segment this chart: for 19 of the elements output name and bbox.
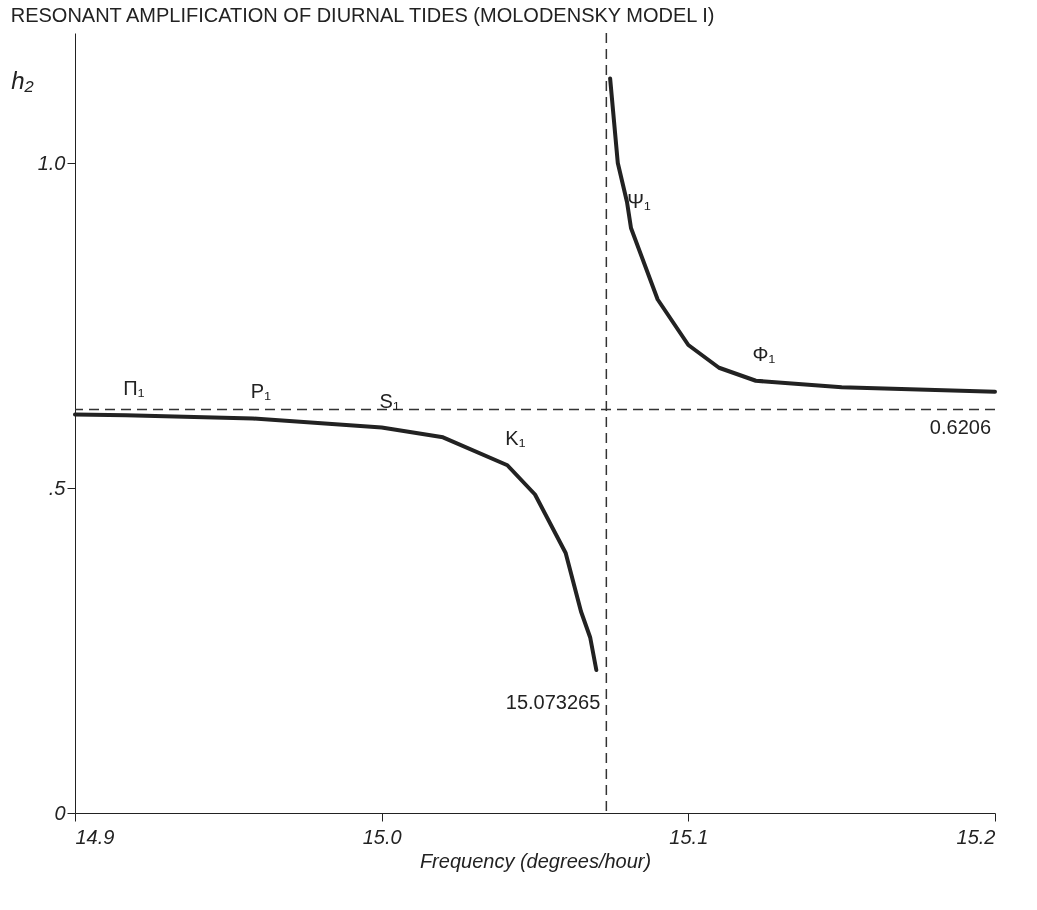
y-tick-label: 1.0 (37, 151, 66, 174)
x-tick-label: 15.0 (362, 825, 402, 848)
y-tick-label: .5 (48, 476, 67, 499)
line-series (608, 76, 997, 394)
annotation: P₁ (250, 380, 272, 403)
x-axis-title: Frequency (degrees/hour) (419, 849, 652, 872)
ref-line-label: 15.073265 (505, 691, 601, 713)
chart-title: RESONANT AMPLIFICATION OF DIURNAL TIDES (MOLODENSKY MODEL I) (10, 4, 715, 27)
annotation: Π₁ (123, 377, 145, 400)
ref-line-label: 0.6206 (929, 415, 991, 438)
annotation: Φ₁ (752, 342, 776, 365)
x-tick-label: 15.1 (669, 825, 709, 848)
annotation: Ψ₁ (627, 190, 651, 212)
annotation: K₁ (505, 427, 526, 450)
x-tick-label: 14.9 (75, 825, 115, 848)
y-axis-title: h₂ (11, 66, 34, 94)
annotation: S₁ (379, 389, 400, 412)
y-tick-label: 0 (54, 801, 66, 824)
x-tick-label: 15.2 (956, 825, 996, 848)
